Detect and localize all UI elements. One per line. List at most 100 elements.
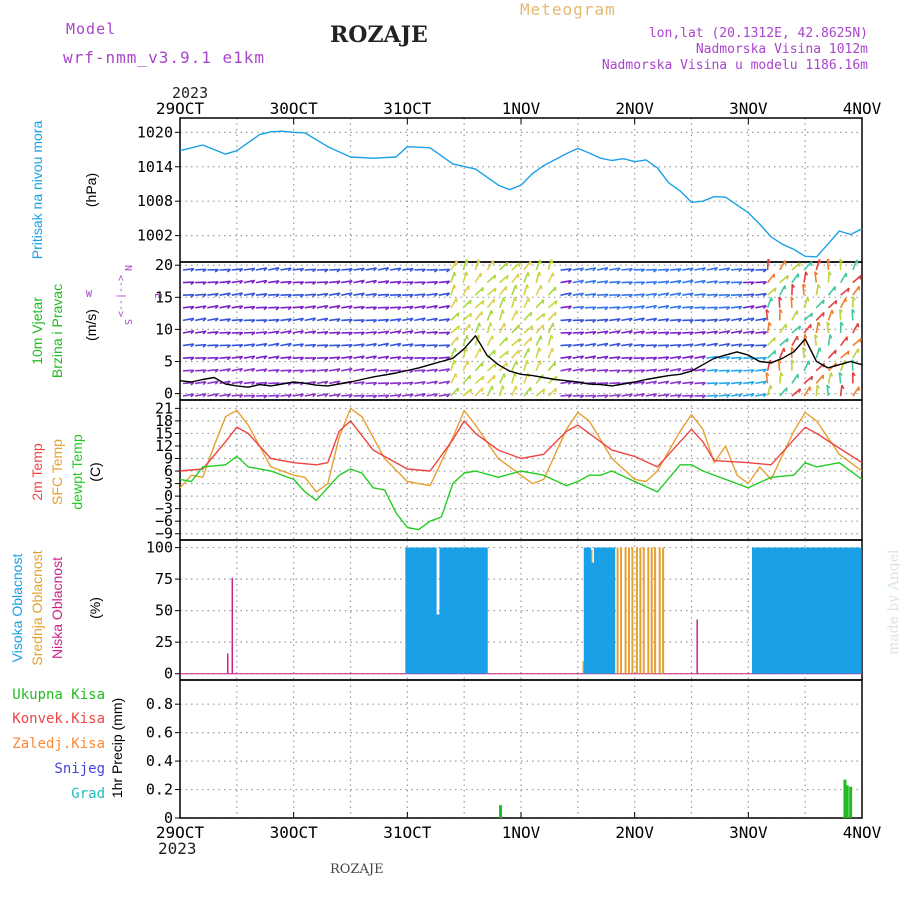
wind-barb	[523, 284, 528, 296]
wind-barb-head	[336, 280, 341, 285]
wind-barb-head	[373, 306, 378, 311]
wind-barb-head	[750, 393, 755, 398]
wind-barb	[706, 330, 718, 334]
cloud-axis-unit: (%)	[87, 597, 103, 619]
wind-barb	[182, 305, 195, 309]
wind-barb-head	[616, 267, 621, 272]
cloud-bar-high	[786, 547, 791, 674]
dewpt-line	[179, 455, 863, 531]
cloud-bar-high	[590, 562, 595, 674]
wind-barb-head	[805, 271, 809, 276]
wind-barb	[609, 280, 621, 284]
wind-barb-head	[517, 324, 521, 329]
wind-barb	[268, 368, 280, 372]
wind-barb-head	[421, 393, 426, 398]
wind-barb	[755, 331, 767, 334]
wind-barb	[292, 343, 304, 347]
wind-barb-head	[762, 393, 767, 398]
wind-barb-head	[714, 342, 719, 347]
wind-barb	[450, 325, 460, 334]
cloud-bar-high	[830, 547, 835, 674]
wind-barb	[292, 330, 304, 334]
wind-barb	[535, 388, 546, 397]
wind-barb-head	[348, 344, 353, 348]
wind-barb-head	[567, 292, 572, 297]
wind-barb	[486, 385, 493, 397]
wind-barb-head	[324, 268, 329, 273]
wind-barb-head	[360, 355, 365, 360]
wind-barb-head	[653, 356, 658, 361]
wind-barb	[438, 356, 450, 359]
wind-barb	[389, 280, 402, 284]
wind-barb-head	[834, 300, 838, 305]
wind-barb	[718, 280, 730, 284]
wind-barb	[803, 323, 812, 334]
wind-barb	[694, 342, 706, 347]
wind-barb	[706, 369, 718, 372]
wind-barb	[304, 268, 316, 271]
wind-barb	[219, 280, 231, 284]
wind-barb	[743, 369, 755, 372]
x-tick-label-top: 29OCT	[156, 99, 205, 118]
wind-barb-head	[481, 287, 484, 292]
wind-barb	[316, 368, 328, 372]
cloud-bar-mid	[658, 547, 661, 674]
wind-barb	[450, 373, 457, 384]
wind-barb-head	[701, 355, 706, 360]
compass-arrows: <--|-->	[116, 275, 127, 317]
wind-barb-head	[527, 297, 531, 302]
wind-barb	[815, 284, 820, 296]
cloud-bar-high	[473, 547, 478, 674]
wind-barb	[523, 272, 529, 283]
wind-barb	[499, 285, 507, 296]
wind-barb-head	[822, 299, 825, 304]
wind-barb-head	[604, 293, 609, 298]
wind-barb	[402, 267, 414, 271]
wind-barb-head	[790, 296, 795, 301]
precip-bar	[499, 805, 503, 818]
wind-barb	[474, 311, 483, 321]
wind-barb-head	[469, 299, 472, 305]
wind-barb	[633, 268, 645, 271]
wind-barb-head	[324, 293, 329, 297]
wind-barb	[341, 394, 353, 397]
wind-barb	[195, 268, 207, 271]
wind-barb-head	[263, 279, 268, 284]
wind-barb-head	[239, 380, 244, 385]
wind-barb	[767, 287, 777, 296]
wind-barb	[474, 259, 480, 271]
wind-barb-head	[689, 292, 694, 297]
wind-barb	[195, 393, 207, 397]
wind-barb-head	[275, 293, 280, 298]
wind-barb	[560, 268, 572, 271]
y-tick-label: 0.6	[146, 724, 173, 742]
wind-barb	[195, 293, 207, 296]
wind-barb	[365, 331, 377, 334]
wind-barb-head	[726, 306, 731, 311]
cloud-bar-low	[226, 653, 229, 674]
wind-barb-head	[287, 369, 292, 374]
pressure-axis-unit: (hPa)	[83, 173, 99, 207]
wind-barb	[645, 368, 657, 372]
wind-barb-head	[433, 317, 438, 322]
y-tick-label: 0	[164, 385, 173, 403]
wind-barb	[840, 350, 850, 359]
wind-barb-head	[738, 268, 743, 272]
wind-barb	[766, 321, 770, 334]
cloud-bar-high	[587, 547, 592, 674]
wind-barb-head	[592, 306, 597, 311]
wind-barb	[316, 317, 328, 322]
y-tick-label: 18	[155, 412, 173, 430]
wind-barb-head	[641, 393, 645, 398]
wind-barb-head	[421, 293, 426, 298]
wind-barb	[231, 292, 243, 296]
wind-barb-head	[385, 382, 390, 386]
wind-barb-head	[640, 281, 646, 286]
wind-barb-head	[372, 394, 378, 399]
wind-barb-head	[300, 393, 305, 398]
wind-barb-head	[701, 394, 706, 399]
y-tick-label: 1014	[137, 158, 173, 176]
wind-barb	[682, 267, 694, 271]
wind-barb-head	[770, 297, 774, 302]
wind-barb	[755, 393, 767, 397]
